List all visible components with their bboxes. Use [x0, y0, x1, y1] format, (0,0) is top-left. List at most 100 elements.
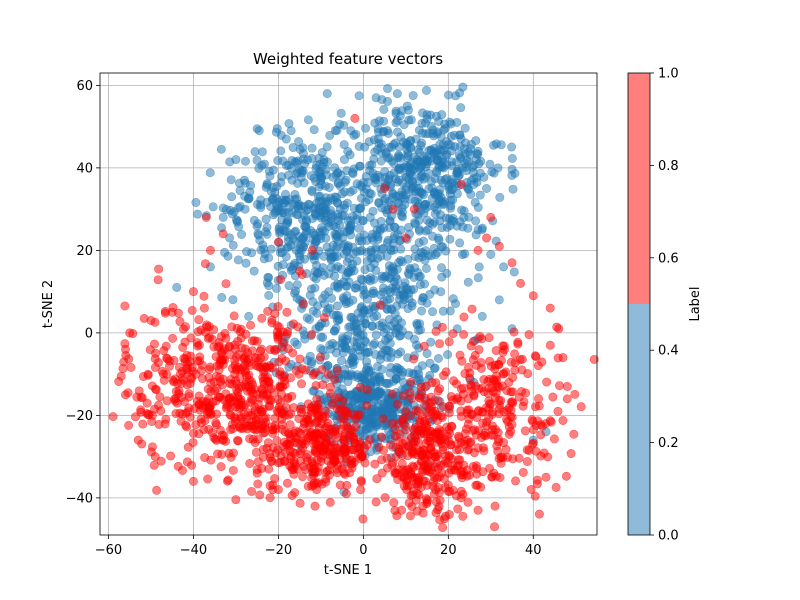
point-label-0 — [257, 161, 267, 171]
point-label-1 — [245, 434, 255, 444]
point-label-1 — [215, 372, 225, 382]
point-label-1 — [150, 452, 160, 462]
y-tick-label: 40 — [76, 161, 93, 176]
point-label-1 — [431, 326, 441, 336]
point-label-0 — [473, 273, 483, 283]
point-label-1 — [178, 324, 188, 334]
point-label-0 — [396, 244, 406, 254]
point-label-1 — [191, 420, 201, 430]
point-label-0 — [389, 267, 399, 277]
point-label-0 — [351, 319, 361, 329]
point-label-1 — [399, 472, 409, 482]
point-label-0 — [458, 82, 468, 92]
point-label-0 — [388, 376, 398, 386]
point-label-0 — [441, 246, 451, 256]
point-label-0 — [308, 234, 318, 244]
point-label-0 — [397, 299, 407, 309]
point-label-1 — [334, 392, 344, 402]
point-label-0 — [328, 172, 338, 182]
point-label-1 — [549, 434, 559, 444]
point-label-0 — [312, 308, 322, 318]
point-label-0 — [354, 91, 364, 101]
point-label-0 — [276, 177, 286, 187]
point-label-1 — [124, 420, 134, 430]
y-tick-label: 20 — [76, 244, 93, 259]
point-label-0 — [365, 366, 375, 376]
point-label-1 — [350, 113, 360, 123]
point-label-1 — [227, 322, 237, 332]
point-label-1 — [455, 350, 465, 360]
point-label-0 — [382, 84, 392, 94]
point-label-1 — [259, 376, 269, 386]
point-label-0 — [385, 216, 395, 226]
point-label-1 — [255, 393, 265, 403]
point-label-1 — [246, 386, 256, 396]
point-label-1 — [456, 493, 466, 503]
point-label-1 — [399, 481, 409, 491]
point-label-0 — [325, 303, 335, 313]
point-label-0 — [357, 236, 367, 246]
point-label-1 — [168, 333, 178, 343]
point-label-1 — [247, 336, 257, 346]
point-label-1 — [407, 394, 417, 404]
point-label-0 — [283, 170, 293, 180]
point-label-1 — [472, 469, 482, 479]
point-label-0 — [446, 201, 456, 211]
point-label-0 — [421, 85, 431, 95]
point-label-0 — [397, 257, 407, 267]
point-label-1 — [246, 320, 256, 330]
point-label-0 — [293, 204, 303, 214]
point-label-0 — [354, 223, 364, 233]
point-label-0 — [231, 155, 241, 165]
point-label-0 — [346, 345, 356, 355]
point-label-0 — [332, 126, 342, 136]
point-label-0 — [271, 283, 281, 293]
point-label-0 — [358, 215, 368, 225]
colorbar-tick-label: 1.0 — [658, 67, 679, 82]
point-label-0 — [408, 91, 418, 101]
point-label-0 — [264, 290, 274, 300]
point-label-0 — [507, 153, 517, 163]
point-label-1 — [161, 414, 171, 424]
point-label-1 — [323, 370, 333, 380]
point-label-0 — [359, 285, 369, 295]
point-label-1 — [507, 258, 517, 268]
point-label-1 — [221, 279, 231, 289]
point-label-0 — [225, 233, 235, 243]
point-label-1 — [400, 442, 410, 452]
point-label-1 — [120, 344, 130, 354]
point-label-1 — [270, 421, 280, 431]
point-label-0 — [392, 89, 402, 99]
point-label-0 — [493, 163, 503, 173]
point-label-1 — [194, 391, 204, 401]
point-label-1 — [147, 410, 157, 420]
x-axis-label: t-SNE 1 — [324, 563, 372, 578]
point-label-1 — [345, 468, 355, 478]
point-label-0 — [352, 280, 362, 290]
point-label-1 — [495, 473, 505, 483]
point-label-1 — [413, 425, 423, 435]
point-label-1 — [298, 299, 308, 309]
point-label-1 — [282, 478, 292, 488]
point-label-0 — [369, 274, 379, 284]
point-label-1 — [532, 479, 542, 489]
point-label-1 — [446, 440, 456, 450]
point-label-0 — [319, 155, 329, 165]
point-label-0 — [499, 262, 509, 272]
point-label-1 — [259, 352, 269, 362]
point-label-1 — [487, 409, 497, 419]
point-label-0 — [428, 231, 438, 241]
point-label-0 — [382, 304, 392, 314]
point-label-0 — [191, 197, 201, 207]
point-label-0 — [333, 178, 343, 188]
point-label-1 — [338, 413, 348, 423]
point-label-0 — [474, 159, 484, 169]
point-label-1 — [418, 501, 428, 511]
point-label-0 — [305, 314, 315, 324]
point-label-0 — [220, 247, 230, 257]
point-label-0 — [331, 348, 341, 358]
point-label-0 — [495, 192, 505, 202]
point-label-1 — [120, 390, 130, 400]
point-label-0 — [396, 225, 406, 235]
